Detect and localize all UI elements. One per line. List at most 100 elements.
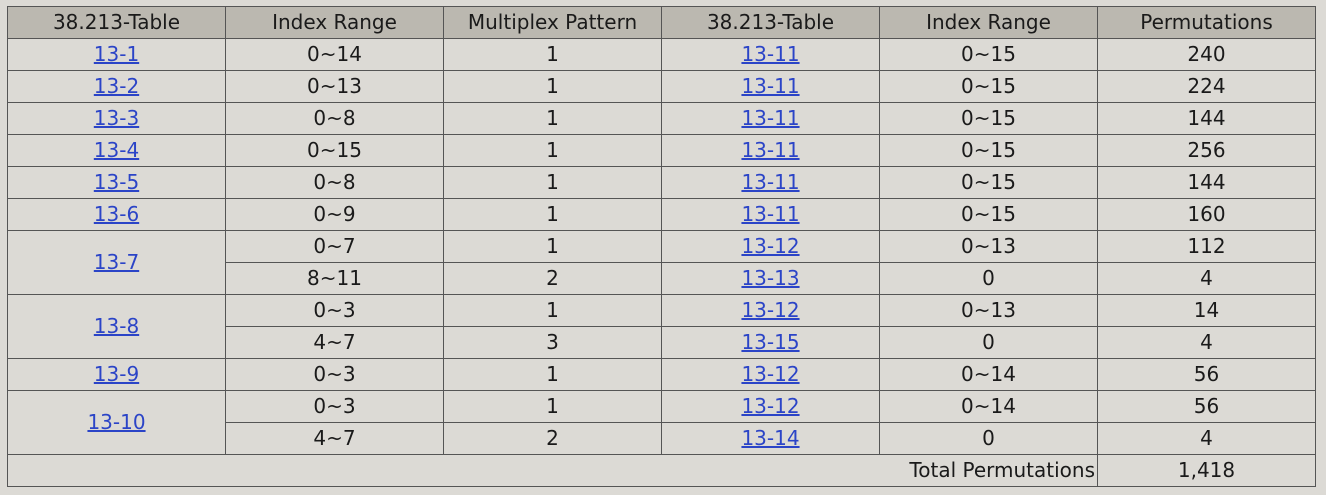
permutations-cell: 56 [1097,358,1316,391]
ref-table-cell: 13-11 [661,102,880,135]
ref-table-cell: 13-11 [661,70,880,103]
table-cell: 13-8 [7,294,226,359]
table-link-6[interactable]: 13-6 [93,202,140,226]
permutations-cell: 144 [1097,166,1316,199]
index-range-cell: 0~9 [225,198,444,231]
table-link-10[interactable]: 13-10 [87,410,146,434]
ref-table-link[interactable]: 13-15 [741,330,800,354]
ref-index-range-cell: 0 [879,262,1098,295]
index-range-cell: 4~7 [225,422,444,455]
ref-index-range-cell: 0 [879,326,1098,359]
permutations-cell: 4 [1097,262,1316,295]
permutations-cell: 224 [1097,70,1316,103]
table-link-7[interactable]: 13-7 [93,250,140,274]
table-row: 13-9 0~3 1 13-12 0~14 56 [7,358,1316,391]
multiplex-pattern-cell: 1 [443,38,662,71]
total-row: Total Permutations 1,418 [7,454,1316,487]
table-cell: 13-9 [7,358,226,391]
header-ref-index-range: Index Range [879,6,1098,39]
table-cell: 13-5 [7,166,226,199]
ref-index-range-cell: 0~13 [879,230,1098,263]
ref-table-cell: 13-12 [661,390,880,423]
multiplex-pattern-cell: 1 [443,102,662,135]
index-range-cell: 0~14 [225,38,444,71]
index-range-cell: 0~15 [225,134,444,167]
ref-table-cell: 13-11 [661,166,880,199]
table-cell: 13-7 [7,230,226,295]
table-row: 13-3 0~8 1 13-11 0~15 144 [7,102,1316,135]
ref-table-link[interactable]: 13-14 [741,426,800,450]
ref-index-range-cell: 0~14 [879,358,1098,391]
header-table: 38.213-Table [7,6,226,39]
permutations-cell: 112 [1097,230,1316,263]
clipped-caption [0,0,1326,6]
ref-table-cell: 13-12 [661,230,880,263]
index-range-cell: 0~3 [225,358,444,391]
table-link-8[interactable]: 13-8 [93,314,140,338]
table-row: 13-10 0~3 1 13-12 0~14 56 [7,390,1316,455]
ref-index-range-cell: 0~15 [879,166,1098,199]
table-link-2[interactable]: 13-2 [93,74,140,98]
permutations-cell: 4 [1097,422,1316,455]
table-row: 4~7 2 13-14 0 4 [8,422,1316,455]
ref-table-link[interactable]: 13-11 [741,106,800,130]
ref-index-range-cell: 0 [879,422,1098,455]
table-cell: 13-2 [7,70,226,103]
multiplex-pattern-cell: 2 [443,262,662,295]
multiplex-pattern-cell: 1 [443,134,662,167]
total-value: 1,418 [1097,454,1316,487]
ref-table-cell: 13-13 [661,262,880,295]
multiplex-pattern-cell: 2 [443,422,662,455]
index-range-cell: 0~3 [225,390,444,423]
ref-table-cell: 13-11 [661,38,880,71]
ref-index-range-cell: 0~15 [879,38,1098,71]
index-range-cell: 0~3 [225,294,444,327]
permutations-cell: 160 [1097,198,1316,231]
ref-table-link[interactable]: 13-12 [741,362,800,386]
ref-table-link[interactable]: 13-12 [741,234,800,258]
index-range-cell: 4~7 [225,326,444,359]
header-index-range: Index Range [225,6,444,39]
permutations-cell: 240 [1097,38,1316,71]
table-cell: 13-6 [7,198,226,231]
ref-table-link[interactable]: 13-11 [741,42,800,66]
multiplex-pattern-cell: 1 [443,358,662,391]
table-row: 13-8 0~3 1 13-12 0~13 14 [7,294,1316,359]
multiplex-pattern-cell: 3 [443,326,662,359]
table-cell: 13-4 [7,134,226,167]
table-link-1[interactable]: 13-1 [93,42,140,66]
ref-table-cell: 13-14 [661,422,880,455]
ref-index-range-cell: 0~15 [879,70,1098,103]
ref-index-range-cell: 0~15 [879,134,1098,167]
table-link-5[interactable]: 13-5 [93,170,140,194]
table-row: 13-7 0~7 1 13-12 0~13 112 [7,230,1316,295]
table-link-3[interactable]: 13-3 [93,106,140,130]
ref-table-link[interactable]: 13-11 [741,74,800,98]
ref-table-link[interactable]: 13-12 [741,298,800,322]
ref-table-link[interactable]: 13-11 [741,138,800,162]
table-cell: 13-1 [7,38,226,71]
total-label: Total Permutations [7,454,1098,487]
table-body: 13-1 0~14 1 13-11 0~15 240 13-2 0~13 1 13-11 0~15 2… [7,38,1316,487]
ref-table-link[interactable]: 13-12 [741,394,800,418]
multiplex-pattern-cell: 1 [443,390,662,423]
index-range-cell: 0~7 [225,230,444,263]
ref-index-range-cell: 0~15 [879,102,1098,135]
header-ref-table: 38.213-Table [661,6,880,39]
ref-table-link[interactable]: 13-11 [741,202,800,226]
ref-table-cell: 13-11 [661,134,880,167]
ref-table-link[interactable]: 13-13 [741,266,800,290]
permutations-cell: 144 [1097,102,1316,135]
ref-table-link[interactable]: 13-11 [741,170,800,194]
table-row: 4~7 3 13-15 0 4 [8,326,1316,359]
table-cell: 13-3 [7,102,226,135]
ref-index-range-cell: 0~15 [879,198,1098,231]
table-row: 13-5 0~8 1 13-11 0~15 144 [7,166,1316,199]
table-link-9[interactable]: 13-9 [93,362,140,386]
ref-table-cell: 13-12 [661,358,880,391]
multiplex-pattern-cell: 1 [443,230,662,263]
permutation-table: 38.213-Table Index Range Multiplex Patte… [7,6,1316,487]
table-row: 13-6 0~9 1 13-11 0~15 160 [7,198,1316,231]
table-link-4[interactable]: 13-4 [93,138,140,162]
header-row: 38.213-Table Index Range Multiplex Patte… [7,6,1316,39]
